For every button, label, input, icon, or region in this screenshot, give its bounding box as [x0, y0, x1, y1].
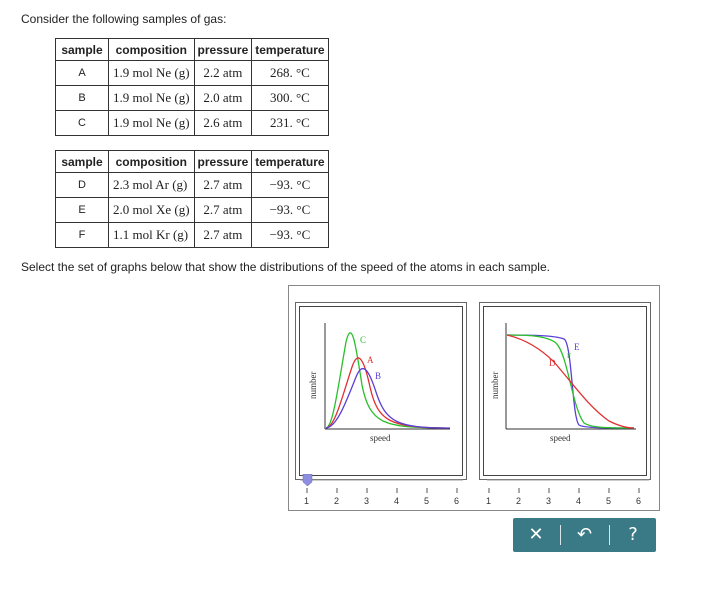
pressure-cell: 2.7 atm [193, 222, 253, 248]
table-row: D 2.3 mol Ar (g) 2.7 atm −93. °C [55, 172, 329, 198]
graph-1-slider[interactable]: 1 2 3 4 5 6 [295, 474, 465, 508]
composition-cell: 1.9 mol Ne (g) [108, 85, 195, 111]
slider-tick-label: 2 [334, 496, 339, 506]
toolbar-divider [560, 525, 561, 545]
sample-id: C [55, 110, 109, 136]
toolbar-divider [609, 525, 610, 545]
temperature-cell: 300. °C [251, 85, 329, 111]
pressure-cell: 2.0 atm [193, 85, 253, 111]
x-axis-label: speed [550, 433, 571, 443]
slider-tick-label: 5 [606, 496, 611, 506]
slider-tick-label: 1 [486, 496, 491, 506]
y-axis-label: number [308, 372, 318, 400]
temperature-cell: 231. °C [251, 110, 329, 136]
samples-table-2: sample composition pressure temperature … [55, 150, 329, 248]
header-composition: composition [108, 150, 195, 173]
samples-table-1: sample composition pressure temperature … [55, 38, 329, 136]
clear-button[interactable]: ✕ [513, 518, 559, 552]
slider-tick-label: 4 [394, 496, 399, 506]
curve-a [325, 357, 446, 429]
sample-id: E [55, 197, 109, 223]
slider-thumb[interactable] [302, 474, 313, 487]
header-temperature: temperature [251, 150, 329, 173]
graph-2-frame: E F D speed number [483, 306, 647, 476]
help-icon: ? [628, 524, 638, 545]
composition-cell: 2.3 mol Ar (g) [108, 172, 195, 198]
question-text: Select the set of graphs below that show… [21, 260, 550, 274]
table-row: A 1.9 mol Ne (g) 2.2 atm 268. °C [55, 60, 329, 86]
graph-2-slider[interactable]: 1 2 3 4 5 6 [483, 474, 653, 508]
sample-id: B [55, 85, 109, 111]
pressure-cell: 2.7 atm [193, 172, 253, 198]
slider-ticks [306, 488, 458, 493]
table-row: B 1.9 mol Ne (g) 2.0 atm 300. °C [55, 85, 329, 111]
header-sample: sample [55, 150, 109, 173]
slider-tick-label: 5 [424, 496, 429, 506]
sample-id: A [55, 60, 109, 86]
sample-id: D [55, 172, 109, 198]
curve-d [506, 334, 635, 429]
header-temperature: temperature [251, 38, 329, 61]
slider-tick-label: 3 [546, 496, 551, 506]
header-pressure: pressure [193, 38, 253, 61]
temperature-cell: 268. °C [251, 60, 329, 86]
slider-tick-label: 6 [636, 496, 641, 506]
curve-b [325, 367, 451, 429]
curve-label-e: E [574, 342, 580, 352]
graph-option-1[interactable]: C A B speed number [295, 302, 467, 480]
close-icon: ✕ [528, 524, 544, 545]
graph-1-plot: C A B speed number [308, 323, 451, 443]
slider-tick-label: 3 [364, 496, 369, 506]
curve-label-b: B [375, 371, 381, 381]
table-header-row: sample composition pressure temperature [55, 150, 329, 173]
pressure-cell: 2.2 atm [193, 60, 253, 86]
composition-cell: 2.0 mol Xe (g) [108, 197, 195, 223]
curve-label-a: A [367, 355, 374, 365]
header-composition: composition [108, 38, 195, 61]
curve-label-d: D [549, 358, 556, 368]
pressure-cell: 2.7 atm [193, 197, 253, 223]
curve-label-c: C [360, 335, 366, 345]
composition-cell: 1.1 mol Kr (g) [108, 222, 195, 248]
sample-id: F [55, 222, 109, 248]
table-row: E 2.0 mol Xe (g) 2.7 atm −93. °C [55, 197, 329, 223]
graph-2-plot: E F D speed number [490, 323, 636, 443]
temperature-cell: −93. °C [251, 172, 329, 198]
answer-toolbar: ✕ ↶ ? [513, 518, 656, 552]
undo-button[interactable]: ↶ [561, 518, 608, 552]
graph-1-frame: C A B speed number [299, 306, 463, 476]
pressure-cell: 2.6 atm [193, 110, 253, 136]
header-pressure: pressure [193, 150, 253, 173]
curve-c [325, 332, 441, 429]
undo-icon: ↶ [576, 524, 593, 545]
help-button[interactable]: ? [610, 518, 656, 552]
header-sample: sample [55, 38, 109, 61]
slider-ticks [488, 488, 640, 493]
graph-option-2[interactable]: E F D speed number [479, 302, 651, 480]
intro-text: Consider the following samples of gas: [21, 12, 227, 26]
temperature-cell: −93. °C [251, 197, 329, 223]
curve-label-f: F [567, 352, 571, 360]
y-axis-label: number [490, 372, 500, 400]
x-axis-label: speed [370, 433, 391, 443]
temperature-cell: −93. °C [251, 222, 329, 248]
graph-selector-panel: C A B speed number E F D speed number [288, 285, 660, 511]
slider-tick-label: 6 [454, 496, 459, 506]
composition-cell: 1.9 mol Ne (g) [108, 110, 195, 136]
table-row: F 1.1 mol Kr (g) 2.7 atm −93. °C [55, 222, 329, 248]
table-row: C 1.9 mol Ne (g) 2.6 atm 231. °C [55, 110, 329, 136]
table-header-row: sample composition pressure temperature [55, 38, 329, 61]
slider-tick-label: 1 [304, 496, 309, 506]
slider-tick-label: 2 [516, 496, 521, 506]
slider-tick-label: 4 [576, 496, 581, 506]
composition-cell: 1.9 mol Ne (g) [108, 60, 195, 86]
curve-e [506, 334, 635, 429]
